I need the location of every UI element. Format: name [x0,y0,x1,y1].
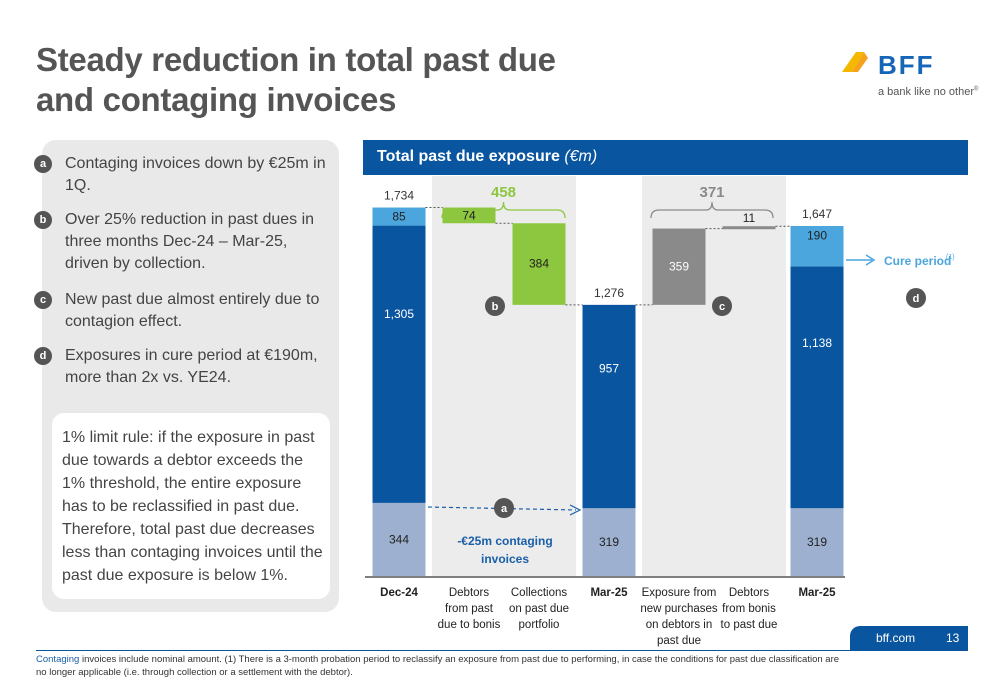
badge-b: b [34,211,52,229]
bar-6-segment-0-label: 319 [807,535,827,549]
cure-period-label: Cure period [884,254,951,268]
bar-6-total-label: 1,647 [802,207,832,221]
cure-period-footnote-ref: (1) [946,254,955,261]
badge-a: a [34,155,52,173]
badge-c: c [34,291,52,309]
bar-3-segment-1-label: 957 [599,362,619,376]
logo-tagline-text: a bank like no other [878,86,975,98]
bar-0-segment-2-label: 85 [392,210,406,224]
limit-rule-text: 1% limit rule: if the exposure in past d… [62,429,323,584]
footnote-text: invoices include nominal amount. (1) The… [36,654,840,678]
bar-0-segment-0 [372,502,426,576]
chart-badge-c-letter: c [719,301,725,313]
key-point-b-text: Over 25% reduction in past dues in three… [65,211,315,272]
x-tick-label-1-1: from past [445,603,494,615]
logo-chevron-shade [852,52,868,72]
badge-d: d [34,347,52,365]
chart-unit: (€m) [564,148,598,165]
limit-rule-box: 1% limit rule: if the exposure in past d… [52,413,330,599]
group-decreases-brace [441,201,566,219]
chart-badge-a-letter: a [501,503,508,515]
chart-badge-a [494,498,514,518]
logo-chevron-shape [842,52,864,72]
chart-title-text: Total past due exposure [377,148,560,165]
chart-badge-d [906,288,926,308]
footer-site: bff.com [876,631,916,645]
chart-badge-c [712,296,732,316]
bar-4-step [652,228,706,305]
x-tick-label-5-2: to past due [721,619,778,631]
bar-0-total-label: 1,734 [384,189,414,203]
waterfall-chart: 344 1,305 85 1,734 74 384 319 957 1,276 359 11 319 1… [365,176,955,647]
registered-mark: ® [974,86,979,93]
footnote: Contaging invoices include nominal amoun… [36,653,846,679]
bar-3-segment-0-label: 319 [599,535,619,549]
x-tick-label-4-2: on debtors in [646,619,713,631]
chart-title: Total past due exposure (€m) [377,148,597,166]
group-increases-label: 371 [699,184,724,201]
contaging-label-line-1: -€25m contaging [457,534,552,548]
bar-3-segment-1 [582,304,636,509]
x-tick-label-2-2: portfolio [519,619,560,631]
bar-0-segment-1-label: 1,305 [384,307,414,321]
contaging-arrow-line [427,506,577,511]
key-points-panel: a Contaging invoices down by €25m in 1Q.… [34,140,339,612]
page-title-line-1: Steady reduction in total past due [36,41,556,78]
cure-arrow-head [865,254,876,266]
bar-0-segment-1 [372,225,426,503]
chart-badge-b-letter: b [492,301,499,313]
bar-6-segment-1-label: 1,138 [802,336,832,350]
group-decreases-label: 458 [491,184,516,201]
key-point-d-text: Exposures in cure period at €190m, more … [65,347,318,386]
bar-0-segment-2 [372,207,426,226]
x-tick-label-4-1: new purchases [640,603,718,615]
chart-badge-b [485,296,505,316]
bar-6-segment-2 [790,226,844,267]
page-number: 13 [946,631,960,645]
page-title-line-2: and contaging invoices [36,81,397,118]
x-tick-label-5-0: Debtors [729,587,770,599]
logo-wordmark: BFF [878,50,935,80]
bar-6-segment-1 [790,266,844,509]
bff-logo: BFF a bank like no other® [842,44,982,100]
x-tick-label-2-0: Collections [511,587,567,599]
chart-badge-d-letter: d [913,293,920,305]
chart-header: Total past due exposure (€m) [363,140,968,175]
contaging-label-line-2: invoices [481,552,529,566]
bar-0-segment-0-label: 344 [389,532,409,546]
bar-1-step-label: 74 [462,208,476,222]
bar-3-total-label: 1,276 [594,286,624,300]
bar-5-step-label: 11 [743,211,756,225]
group-increases-brace [650,201,774,219]
x-tick-label-5-1: from bonis [722,603,776,615]
bar-6-segment-2-label: 190 [807,228,827,242]
x-tick-label-4-0: Exposure from [642,587,717,599]
footer-tab: bff.com 13 [850,626,968,650]
bar-5-step [722,226,776,230]
bar-2-step-label: 384 [529,256,549,270]
bar-2-step [512,223,566,305]
x-tick-label-0-0: Dec-24 [380,587,418,599]
x-tick-label-2-1: on past due [509,603,569,615]
contaging-arrow-head [569,504,582,516]
logo-tagline: a bank like no other® [878,86,978,98]
bff-logo-mark: BFF [842,50,935,80]
key-point-a-text: Contaging invoices down by €25m in 1Q. [65,155,326,194]
key-point-c-text: New past due almost entirely due to cont… [65,291,320,330]
bar-6-segment-0 [790,508,844,576]
x-tick-label-1-2: due to bonis [438,619,501,631]
x-tick-label-1-0: Debtors [449,587,490,599]
bar-4-step-label: 359 [669,260,689,274]
x-tick-label-4-3: past due [657,635,701,647]
bar-1-step [442,207,496,224]
footer-divider [36,650,968,651]
footnote-highlight: Contaging [36,654,80,665]
page-title: Steady reduction in total past due and c… [36,40,556,120]
x-tick-label-3-0: Mar-25 [590,587,628,599]
x-tick-label-6-0: Mar-25 [798,587,836,599]
bar-3-segment-0 [582,508,636,576]
